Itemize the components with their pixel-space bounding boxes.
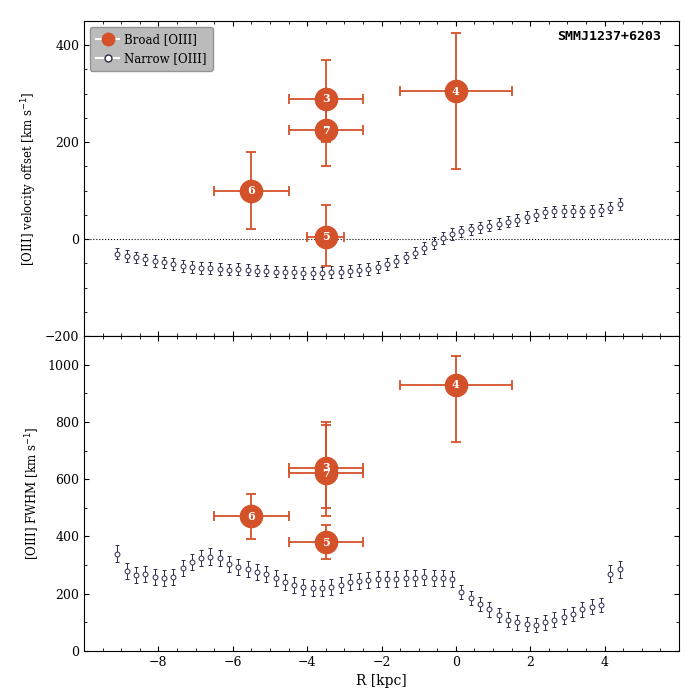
Text: 6: 6 (248, 185, 256, 196)
Text: 4: 4 (452, 86, 460, 97)
Text: SMMJ1237+6203: SMMJ1237+6203 (557, 31, 661, 43)
Text: 7: 7 (322, 468, 330, 479)
X-axis label: R [kpc]: R [kpc] (356, 674, 407, 688)
Text: 4: 4 (452, 379, 460, 390)
Text: 5: 5 (322, 537, 330, 547)
Text: 6: 6 (248, 511, 256, 522)
Y-axis label: [OIII] velocity offset [km s$^{-1}$]: [OIII] velocity offset [km s$^{-1}$] (20, 91, 39, 266)
Text: 3: 3 (322, 462, 330, 473)
Y-axis label: [OIII] FWHM [km s$^{-1}$]: [OIII] FWHM [km s$^{-1}$] (23, 427, 41, 560)
Legend: Broad [OIII], Narrow [OIII]: Broad [OIII], Narrow [OIII] (90, 27, 213, 71)
Text: 5: 5 (322, 231, 330, 242)
Text: 3: 3 (322, 93, 330, 104)
Text: 7: 7 (322, 125, 330, 136)
